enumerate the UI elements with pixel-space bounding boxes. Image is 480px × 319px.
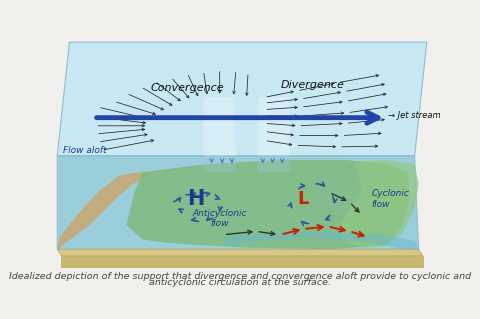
Text: anticyclonic circulation at the surface.: anticyclonic circulation at the surface. <box>149 278 331 287</box>
Polygon shape <box>204 156 236 172</box>
Polygon shape <box>204 97 236 156</box>
Polygon shape <box>57 156 419 249</box>
Text: Cyclonic
flow: Cyclonic flow <box>372 189 409 209</box>
Text: Idealized depiction of the support that divergence and convergence aloft provide: Idealized depiction of the support that … <box>9 271 471 280</box>
Polygon shape <box>224 231 419 249</box>
Text: Flow aloft: Flow aloft <box>63 146 107 155</box>
Text: L: L <box>298 190 309 208</box>
Polygon shape <box>57 249 423 256</box>
Polygon shape <box>258 97 290 156</box>
Polygon shape <box>57 172 151 249</box>
Polygon shape <box>337 160 419 248</box>
Polygon shape <box>258 156 290 172</box>
Text: H: H <box>187 189 204 209</box>
Polygon shape <box>57 42 427 156</box>
Polygon shape <box>126 160 410 249</box>
Text: Convergence: Convergence <box>150 84 224 93</box>
Text: Divergence: Divergence <box>281 80 345 90</box>
Text: Anticyclonic
flow: Anticyclonic flow <box>192 209 247 228</box>
Text: → Jet stream: → Jet stream <box>388 111 441 120</box>
Polygon shape <box>61 256 423 267</box>
